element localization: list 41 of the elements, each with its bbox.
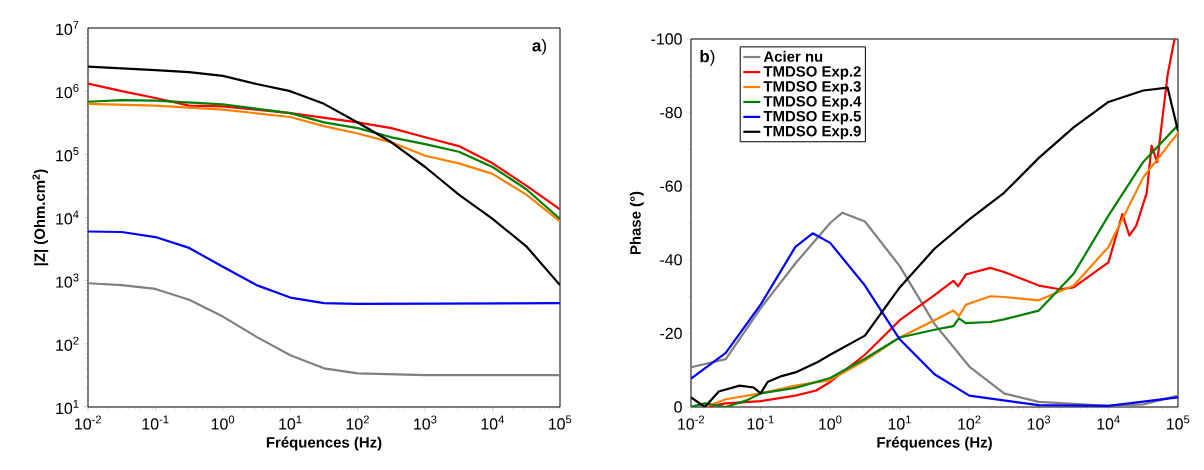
x-tick-label: 10$^{-2}$: [678, 415, 705, 430]
y-tick-label: 10$^{4}$: [56, 210, 79, 225]
legend-label: TMDSO Exp.4: [763, 95, 862, 110]
x-tick-label: 10$^{1}$: [888, 415, 911, 430]
y-tick-label: 10$^{6}$: [56, 84, 79, 99]
legend-label: TMDSO Exp.2: [763, 66, 861, 80]
y-axis-title: |Z| (Ohm.cm$^{2}$): [32, 169, 49, 266]
annotation: b): [700, 49, 715, 66]
x-axis-title: Fréquences (Hz): [266, 436, 382, 451]
x-tick-label: 10$^{4}$: [1097, 415, 1120, 430]
legend-label: TMDSO Exp.5: [763, 110, 861, 125]
x-tick-label: 10$^{-1}$: [142, 415, 169, 430]
y-axis-title: Phase (°): [629, 191, 644, 255]
x-tick-label: 10$^{3}$: [414, 415, 437, 430]
y-tick-label: 10$^{5}$: [56, 147, 79, 162]
y-tick-label: -80: [660, 106, 682, 119]
y-tick-label: 10$^{3}$: [56, 273, 79, 288]
y-tick-label: -100: [651, 33, 682, 45]
legend-label: Acier nu: [763, 50, 823, 62]
x-tick-label: 10$^{5}$: [549, 415, 572, 430]
x-tick-label: 10$^{-1}$: [747, 415, 774, 430]
x-tick-label: 10$^{0}$: [211, 415, 235, 430]
x-tick-label: 10$^{2}$: [346, 415, 369, 430]
y-tick-label: -40: [660, 254, 682, 266]
y-tick-label: 0: [674, 401, 682, 413]
y-tick-label: 10$^{2}$: [56, 336, 79, 351]
y-tick-label: -60: [660, 180, 682, 192]
y-tick-label: -20: [660, 327, 682, 340]
x-tick-label: 10$^{0}$: [819, 415, 842, 430]
legend-label: TMDSO Exp.3: [763, 81, 861, 95]
x-tick-label: 10$^{3}$: [1027, 415, 1051, 430]
x-tick-label: 10$^{-2}$: [75, 415, 102, 430]
x-axis-title: Fréquences (Hz): [877, 436, 992, 451]
x-tick-label: 10$^{1}$: [279, 415, 302, 430]
x-tick-label: 10$^{2}$: [958, 415, 981, 430]
y-tick-label: 10$^{7}$: [56, 20, 79, 36]
x-tick-label: 10$^{4}$: [481, 415, 504, 430]
legend-label: TMDSO Exp.9: [763, 125, 861, 140]
y-tick-label: 10$^{1}$: [56, 399, 79, 415]
x-tick-label: 10$^{5}$: [1167, 415, 1190, 430]
annotation: a): [532, 39, 546, 55]
